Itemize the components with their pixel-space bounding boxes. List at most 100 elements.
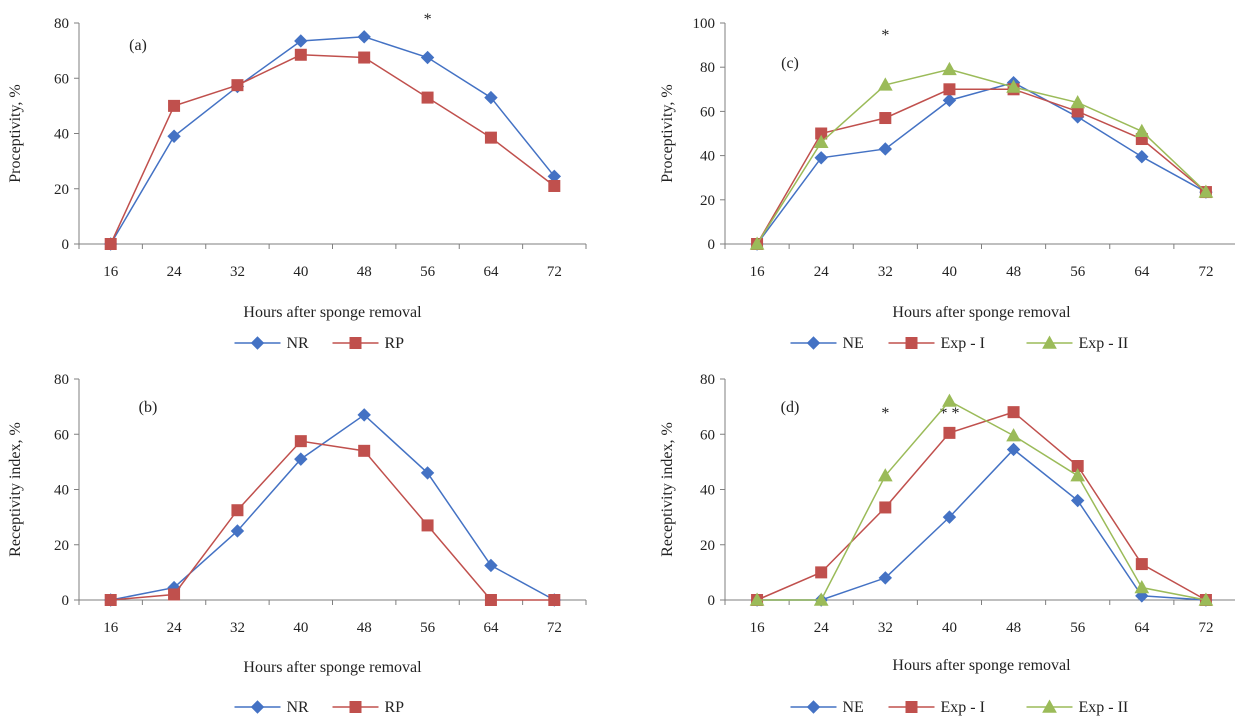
x-tick-label: 56	[1070, 264, 1086, 280]
y-tick-label: 0	[708, 237, 716, 253]
data-point-ne	[942, 510, 957, 524]
legend-marker-rp	[349, 701, 362, 713]
y-tick-label: 80	[700, 372, 715, 388]
x-tick-label: 72	[1198, 264, 1213, 280]
data-point-nr	[484, 558, 498, 573]
chart-panel-2: 0 20 40 60 80 100 16 24 32 40 48 56 64 72 Proceptivity…	[659, 16, 1235, 352]
panel-label: (c)	[781, 55, 799, 72]
significance-marker: * *	[939, 405, 959, 422]
legend-label-rp: RP	[385, 335, 405, 352]
data-point-exp-i	[1135, 558, 1148, 571]
y-tick-label: 0	[708, 593, 716, 609]
y-tick-label: 60	[54, 71, 69, 87]
x-axis-title: Hours after sponge removal	[892, 304, 1071, 321]
data-point-exp-i	[943, 83, 956, 96]
y-tick-label: 20	[54, 538, 69, 554]
data-point-exp-ii	[1070, 468, 1086, 482]
x-tick-label: 64	[1134, 264, 1150, 280]
x-tick-label: 48	[357, 264, 372, 280]
data-point-exp-ii	[1006, 428, 1021, 442]
data-point-exp-i	[879, 501, 892, 514]
data-point-exp-ii	[1198, 184, 1214, 198]
data-point-exp-ii	[1198, 592, 1214, 606]
y-axis-title: Receptivity index, %	[7, 422, 24, 557]
x-tick-label: 40	[293, 620, 308, 636]
x-tick-label: 64	[1134, 620, 1150, 636]
y-tick-label: 60	[700, 427, 715, 443]
y-tick-label: 40	[700, 149, 715, 165]
data-point-exp-i	[943, 426, 956, 439]
data-point-nr	[167, 129, 181, 143]
x-tick-label: 16	[103, 264, 119, 280]
y-tick-label: 40	[54, 127, 69, 143]
data-point-ne	[1135, 149, 1149, 164]
legend-label-nr: NR	[287, 699, 310, 716]
chart-panel-0: 0 20 40 60 80 16 24 32 40 48 56 64 72 Proceptivity, %…	[7, 11, 587, 352]
data-point-rp	[168, 588, 181, 601]
series-line-rp	[110, 440, 555, 601]
x-tick-label: 56	[1070, 620, 1086, 636]
data-point-ne	[1006, 442, 1021, 457]
y-axis-title: Receptivity index, %	[659, 422, 676, 557]
x-tick-label: 72	[547, 620, 562, 636]
y-tick-label: 40	[700, 483, 715, 499]
data-point-ne	[878, 142, 893, 156]
series-line-rp	[110, 54, 555, 245]
legend-label-rp: RP	[385, 699, 405, 716]
data-point-nr	[484, 90, 498, 105]
panel-label: (a)	[129, 37, 147, 54]
chart-panel-1: 0 20 40 60 80 16 24 32 40 48 56 64 72 Receptivity ind…	[7, 372, 587, 716]
data-point-rp	[294, 435, 307, 448]
x-tick-label: 48	[1006, 264, 1021, 280]
y-tick-label: 60	[54, 427, 69, 443]
y-tick-label: 80	[700, 60, 715, 76]
data-point-rp	[168, 99, 181, 112]
data-point-exp-ii	[1134, 123, 1150, 137]
data-point-rp	[421, 519, 434, 532]
x-tick-label: 72	[1198, 620, 1213, 636]
data-point-rp	[484, 131, 497, 144]
y-tick-label: 60	[700, 104, 715, 120]
y-tick-label: 0	[62, 593, 70, 609]
data-point-exp-ii	[1006, 79, 1021, 93]
y-tick-label: 80	[54, 372, 69, 388]
y-tick-label: 20	[700, 538, 715, 554]
data-point-nr	[420, 50, 435, 65]
legend-marker-ne	[806, 336, 821, 350]
x-tick-label: 40	[293, 264, 308, 280]
significance-marker: *	[424, 11, 432, 28]
y-tick-label: 40	[54, 483, 69, 499]
data-point-nr	[230, 524, 245, 538]
panel-label: (d)	[781, 399, 800, 416]
legend-label-exp-ii: Exp - II	[1079, 335, 1129, 352]
series-line-exp-ii	[757, 400, 1207, 601]
x-tick-label: 32	[878, 620, 893, 636]
x-tick-label: 24	[167, 264, 183, 280]
data-point-rp	[358, 51, 371, 64]
data-point-rp	[358, 444, 371, 457]
x-tick-label: 32	[230, 264, 245, 280]
data-point-rp	[104, 594, 117, 606]
significance-marker: *	[881, 405, 889, 422]
x-tick-label: 72	[547, 264, 562, 280]
legend-label-nr: NR	[287, 335, 310, 352]
data-point-nr	[357, 408, 371, 422]
x-axis-title: Hours after sponge removal	[243, 659, 422, 676]
x-tick-label: 16	[103, 620, 119, 636]
data-point-rp	[421, 91, 434, 104]
legend-marker-rp	[349, 337, 362, 349]
data-point-exp-ii	[942, 61, 957, 76]
data-point-exp-i	[879, 112, 892, 125]
data-point-rp	[104, 238, 117, 250]
series-line-ne	[756, 81, 1207, 245]
x-tick-label: 24	[814, 620, 830, 636]
data-point-exp-ii	[813, 592, 829, 606]
legend-label-ne: NE	[843, 335, 864, 352]
legend-marker-exp-ii	[1042, 699, 1057, 713]
data-point-rp	[548, 179, 561, 192]
legend-label-exp-ii: Exp - II	[1079, 699, 1129, 716]
x-tick-label: 40	[942, 264, 957, 280]
y-tick-label: 80	[54, 16, 69, 32]
x-tick-label: 32	[230, 620, 245, 636]
